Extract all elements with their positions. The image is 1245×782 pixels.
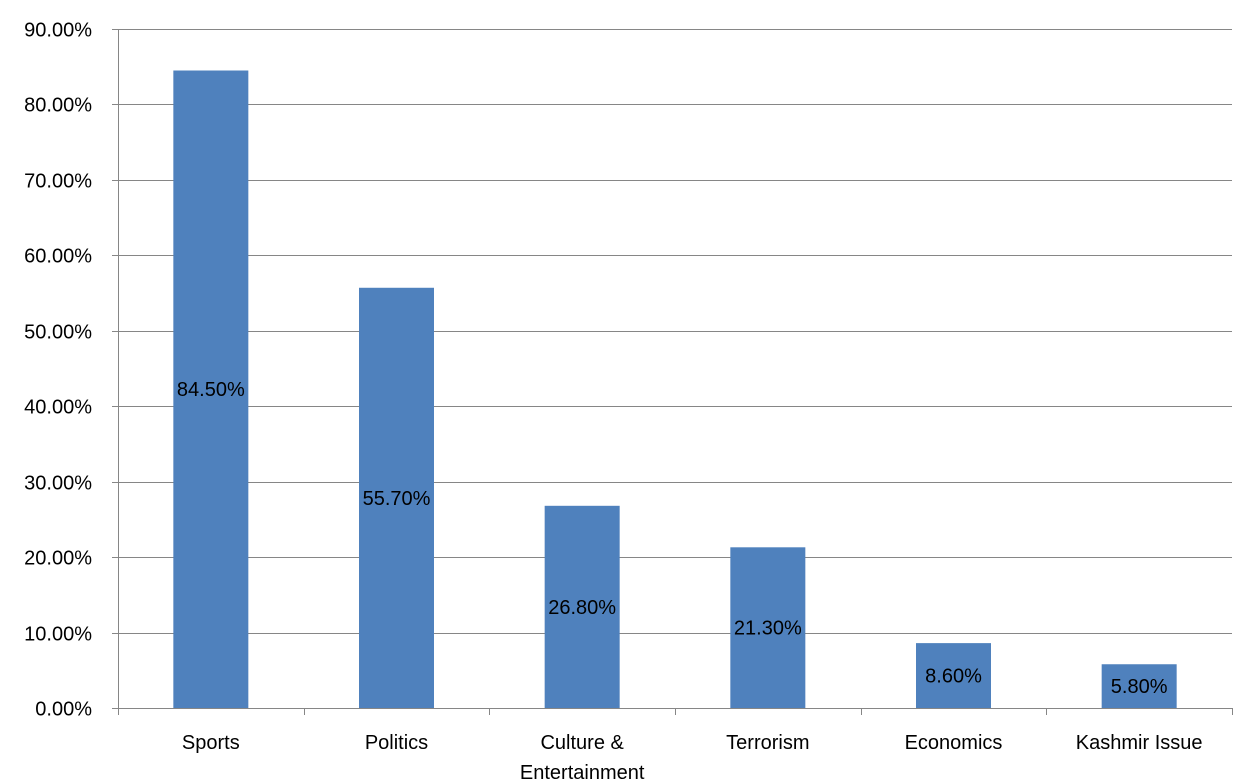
data-label: 5.80% <box>1111 676 1168 698</box>
y-tick-label: 10.00% <box>24 624 92 646</box>
data-label: 8.60% <box>925 666 982 688</box>
data-label: 55.70% <box>363 488 431 510</box>
y-tick-label: 80.00% <box>24 95 92 117</box>
data-labels: 84.50% 55.70% 26.80% 21.30% 8.60% 5.80% <box>177 379 1168 698</box>
bar <box>730 547 806 708</box>
bars <box>173 70 1177 708</box>
bar <box>916 643 991 708</box>
x-category-label: Sports <box>182 732 240 754</box>
y-tick-labels: 0.00% 10.00% 20.00% 30.00% 40.00% 50.00% 60.00… <box>24 20 92 721</box>
bar <box>359 287 434 708</box>
x-category-labels: Sports Politics Culture & Entertainment Terr… <box>182 732 1203 782</box>
x-category-label: Politics <box>365 732 428 754</box>
y-tick-label: 90.00% <box>24 20 92 42</box>
bar <box>544 505 620 708</box>
x-category-label: Kashmir Issue <box>1076 732 1203 754</box>
data-label: 26.80% <box>548 597 616 619</box>
y-tick-label: 40.00% <box>24 397 92 419</box>
y-tick-label: 20.00% <box>24 548 92 570</box>
axes <box>112 29 1233 715</box>
bar <box>1101 664 1177 708</box>
y-tick-label: 50.00% <box>24 322 92 344</box>
x-category-label: Culture & Entertainment <box>520 732 645 782</box>
data-label: 84.50% <box>177 379 245 401</box>
y-tick-label: 0.00% <box>35 699 92 721</box>
bar <box>173 70 249 708</box>
gridlines <box>118 29 1232 634</box>
x-category-label: Economics <box>905 732 1003 754</box>
y-tick-label: 30.00% <box>24 473 92 495</box>
y-tick-label: 60.00% <box>24 246 92 268</box>
x-category-label: Terrorism <box>726 732 809 754</box>
y-tick-label: 70.00% <box>24 171 92 193</box>
data-label: 21.30% <box>734 618 802 640</box>
